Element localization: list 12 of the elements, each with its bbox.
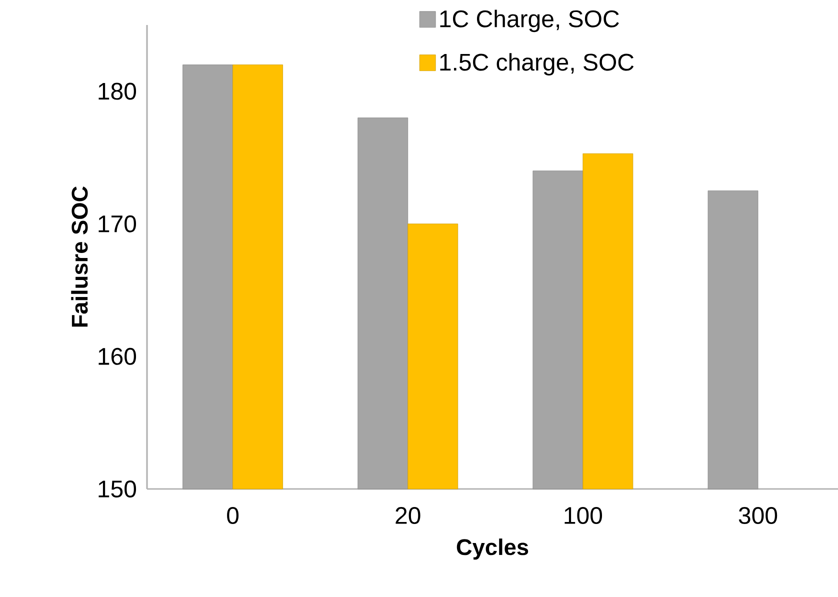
x-tick-label: 20 bbox=[396, 507, 420, 524]
x-tick-label: 100 bbox=[564, 507, 602, 524]
y-tick-label: 160 bbox=[98, 348, 136, 365]
x-tick-label: 0 bbox=[227, 507, 239, 524]
x-tick-label: 300 bbox=[738, 507, 778, 524]
y-axis-title: Failusre SOC bbox=[71, 186, 88, 327]
legend-label: 1C Charge, SOC bbox=[440, 10, 619, 32]
legend-label: 1.5C charge, SOC bbox=[440, 53, 634, 76]
x-axis-title: Cycles bbox=[456, 538, 528, 560]
y-tick-label: 150 bbox=[98, 480, 136, 498]
y-tick-label: 170 bbox=[98, 215, 136, 232]
y-tick-label: 180 bbox=[98, 82, 136, 100]
